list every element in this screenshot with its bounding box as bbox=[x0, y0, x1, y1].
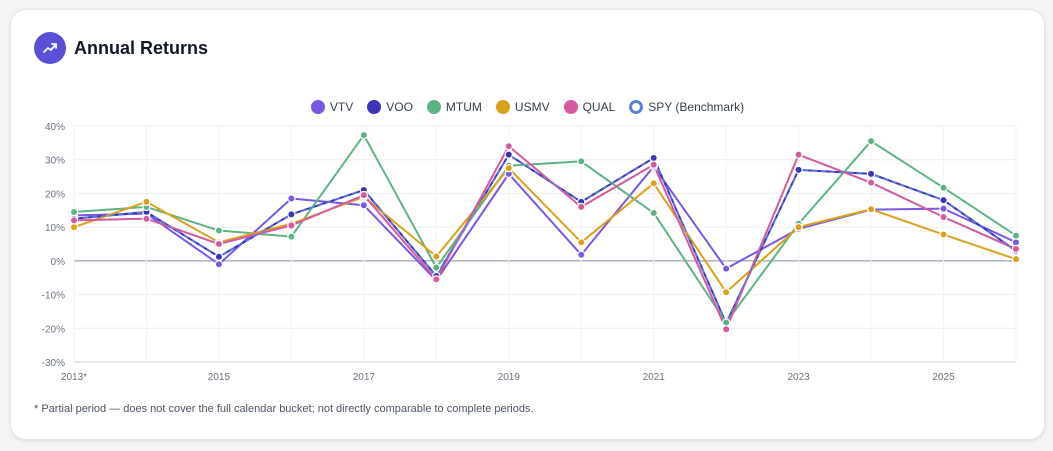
series-line-2 bbox=[73, 134, 1017, 324]
series-point-3 bbox=[432, 252, 441, 261]
series-point-4 bbox=[69, 216, 79, 225]
legend-swatch bbox=[563, 100, 578, 114]
series-point-2 bbox=[721, 318, 731, 327]
series-point-1 bbox=[939, 195, 948, 205]
series-point-4 bbox=[142, 214, 151, 223]
x-tick-label: 2013* bbox=[61, 372, 87, 383]
legend-swatch bbox=[310, 100, 325, 114]
series-point-4 bbox=[214, 239, 224, 249]
legend-swatch bbox=[367, 100, 382, 114]
series-point-2 bbox=[649, 208, 658, 218]
series-point-2 bbox=[287, 232, 296, 241]
x-tick-label: 2015 bbox=[208, 372, 231, 383]
y-tick-label: -10% bbox=[42, 291, 65, 302]
x-tick-label: 2021 bbox=[643, 372, 666, 383]
line-chart: -30% -20% -10% 0% 10% 20% 30% 40% 2013* 2015 2017 2… bbox=[42, 122, 1021, 383]
x-tick-label: 2025 bbox=[932, 372, 955, 383]
series-line-3 bbox=[73, 167, 1017, 294]
card-title: Annual Returns bbox=[74, 37, 209, 58]
legend-item-5[interactable]: SPY (Benchmark) bbox=[629, 100, 744, 114]
series-point-4 bbox=[1011, 244, 1021, 254]
y-tick-label: 10% bbox=[45, 223, 65, 234]
y-tick-label: 30% bbox=[45, 156, 65, 167]
series-point-4 bbox=[287, 221, 296, 230]
y-tick-label: -30% bbox=[42, 358, 65, 369]
y-tick-label: 0% bbox=[51, 257, 66, 268]
chart-legend: VTV VOO MTUM USMV QUAL SPY (Benchmark) bbox=[11, 100, 1044, 114]
legend-label: SPY (Benchmark) bbox=[648, 100, 745, 114]
y-tick-label: 40% bbox=[45, 122, 65, 133]
series-point-3 bbox=[504, 163, 513, 173]
legend-item-2[interactable]: MTUM bbox=[426, 100, 482, 114]
series-point-4 bbox=[721, 325, 731, 334]
series-point-4 bbox=[939, 212, 948, 222]
series-line-1 bbox=[73, 153, 1017, 325]
series-line-5 bbox=[73, 153, 1017, 325]
x-tick-label: 2023 bbox=[787, 372, 810, 383]
series-point-2 bbox=[69, 207, 79, 217]
x-tick-label: 2019 bbox=[498, 372, 521, 383]
series-line-4 bbox=[73, 145, 1017, 331]
series-point-3 bbox=[721, 288, 731, 297]
legend-item-0[interactable]: VTV bbox=[310, 100, 354, 114]
series-point-0 bbox=[359, 201, 369, 210]
y-tick-label: 20% bbox=[45, 189, 65, 200]
series-point-1 bbox=[794, 165, 803, 175]
legend-swatch bbox=[495, 100, 510, 114]
x-tick-label: 2017 bbox=[353, 372, 376, 383]
series-point-1 bbox=[214, 252, 224, 262]
footnote: * Partial period — does not cover the fu… bbox=[34, 403, 534, 415]
legend-label: VTV bbox=[329, 100, 354, 114]
legend-swatch bbox=[629, 100, 644, 114]
series-point-3 bbox=[142, 197, 151, 207]
series-point-1 bbox=[287, 210, 296, 219]
series-point-0 bbox=[939, 204, 948, 213]
legend-item-1[interactable]: VOO bbox=[367, 100, 413, 114]
legend-label: MTUM bbox=[445, 100, 482, 114]
series-point-2 bbox=[939, 183, 948, 192]
series-point-3 bbox=[1011, 254, 1021, 264]
legend-swatch bbox=[426, 100, 441, 114]
legend-item-4[interactable]: QUAL bbox=[563, 100, 616, 114]
series-point-4 bbox=[577, 202, 586, 212]
series-point-3 bbox=[649, 179, 658, 188]
series-point-3 bbox=[577, 238, 586, 247]
series-point-0 bbox=[287, 194, 296, 203]
series-point-0 bbox=[577, 250, 586, 259]
series-point-0 bbox=[1011, 238, 1021, 247]
legend-item-3[interactable]: USMV bbox=[495, 100, 550, 114]
series-point-0 bbox=[721, 264, 731, 273]
series-point-1 bbox=[504, 150, 513, 159]
series-point-4 bbox=[866, 178, 876, 187]
series-point-3 bbox=[794, 222, 803, 232]
legend-label: VOO bbox=[386, 100, 413, 114]
series-point-3 bbox=[69, 222, 79, 232]
series-point-2 bbox=[577, 157, 586, 166]
series-point-4 bbox=[649, 160, 658, 169]
series-point-2 bbox=[866, 136, 876, 146]
series-point-2 bbox=[1011, 231, 1021, 240]
series-point-0 bbox=[214, 260, 224, 269]
series-point-4 bbox=[794, 150, 803, 159]
series-point-2 bbox=[214, 226, 224, 235]
series-point-1 bbox=[649, 153, 658, 163]
trending-up-icon bbox=[34, 32, 66, 64]
series-point-3 bbox=[939, 230, 948, 239]
series-point-4 bbox=[359, 190, 369, 200]
series-point-4 bbox=[504, 142, 513, 151]
card-header: Annual Returns bbox=[34, 32, 208, 64]
series-point-1 bbox=[866, 169, 876, 179]
chart-card: Annual Returns VTV VOO MTUM USMV QUAL SPY (Be… bbox=[10, 9, 1045, 440]
legend-label: QUAL bbox=[582, 100, 616, 114]
series-point-4 bbox=[432, 275, 441, 284]
legend-label: USMV bbox=[514, 100, 550, 114]
series-point-2 bbox=[359, 130, 369, 140]
series-point-3 bbox=[866, 205, 876, 214]
series-point-2 bbox=[432, 263, 441, 272]
y-tick-label: -20% bbox=[42, 324, 65, 335]
